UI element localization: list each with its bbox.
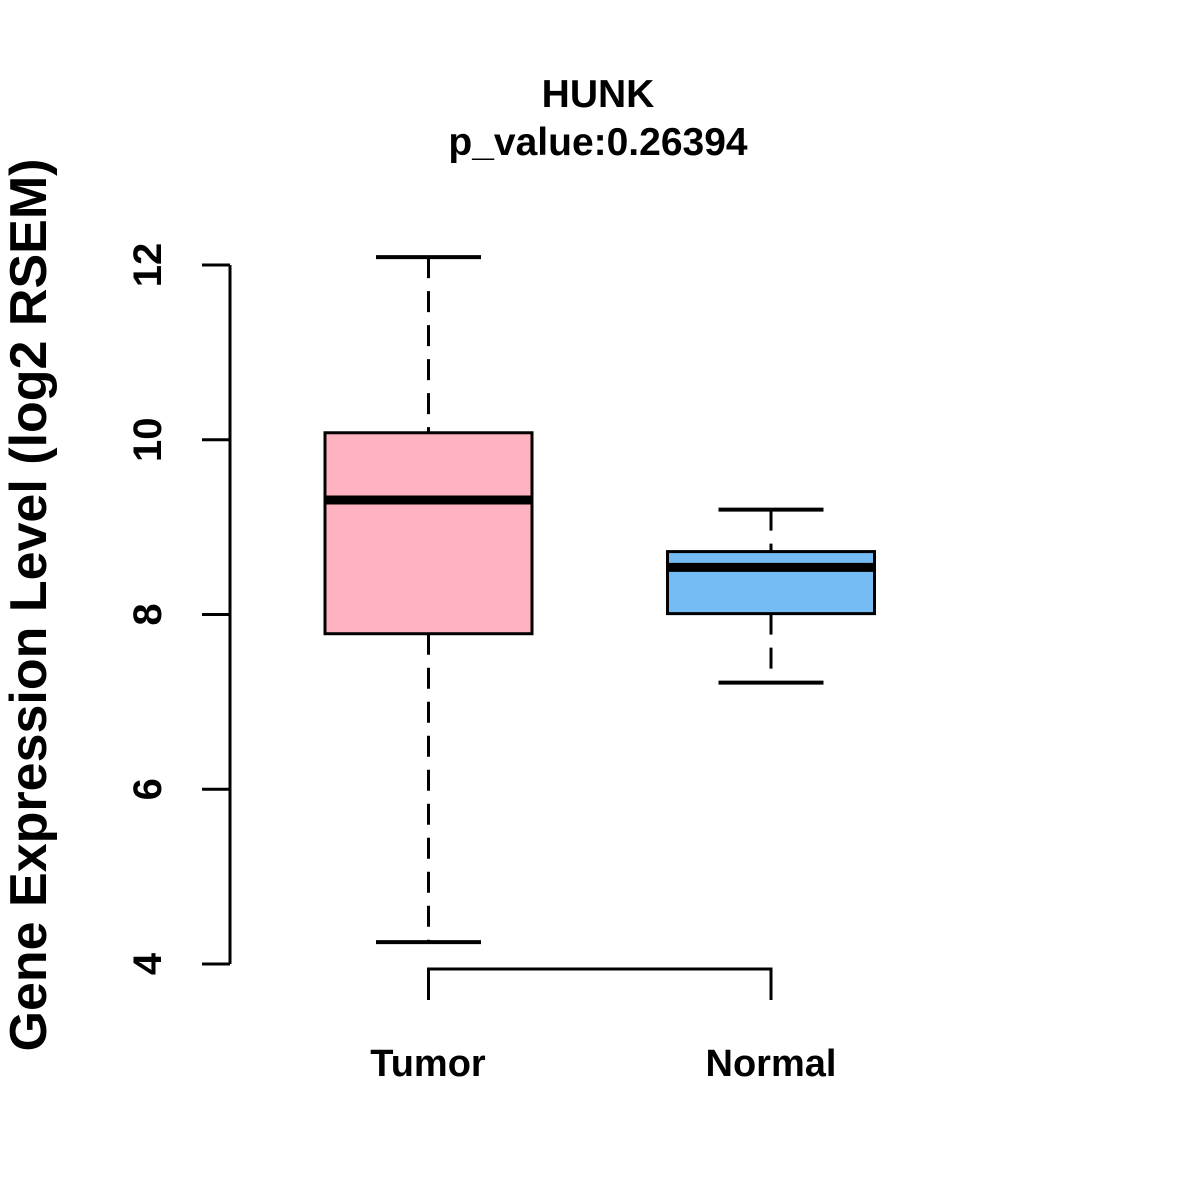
- normal-boxplot: [666, 507, 876, 685]
- x-category-label-tumor: Tumor: [370, 1043, 486, 1085]
- iqr-box: [666, 550, 876, 616]
- y-tick-label: 8: [126, 603, 170, 625]
- chart-subtitle: p_value:0.26394: [448, 121, 748, 164]
- y-tick-label: 12: [126, 243, 170, 288]
- plot-layer: 4 6 8 10 12: [126, 243, 876, 1000]
- y-tick-label: 10: [126, 418, 170, 463]
- iqr-box: [323, 431, 534, 636]
- tumor-boxplot: [323, 255, 534, 945]
- y-tick-label: 4: [126, 952, 170, 975]
- x-category-label-normal: Normal: [706, 1043, 837, 1085]
- x-axis-bracket: [427, 967, 773, 1000]
- y-tick-label: 6: [126, 778, 170, 800]
- y-axis-label: Gene Expression Level (log2 RSEM): [0, 159, 58, 1052]
- chart-title: HUNK: [542, 73, 655, 116]
